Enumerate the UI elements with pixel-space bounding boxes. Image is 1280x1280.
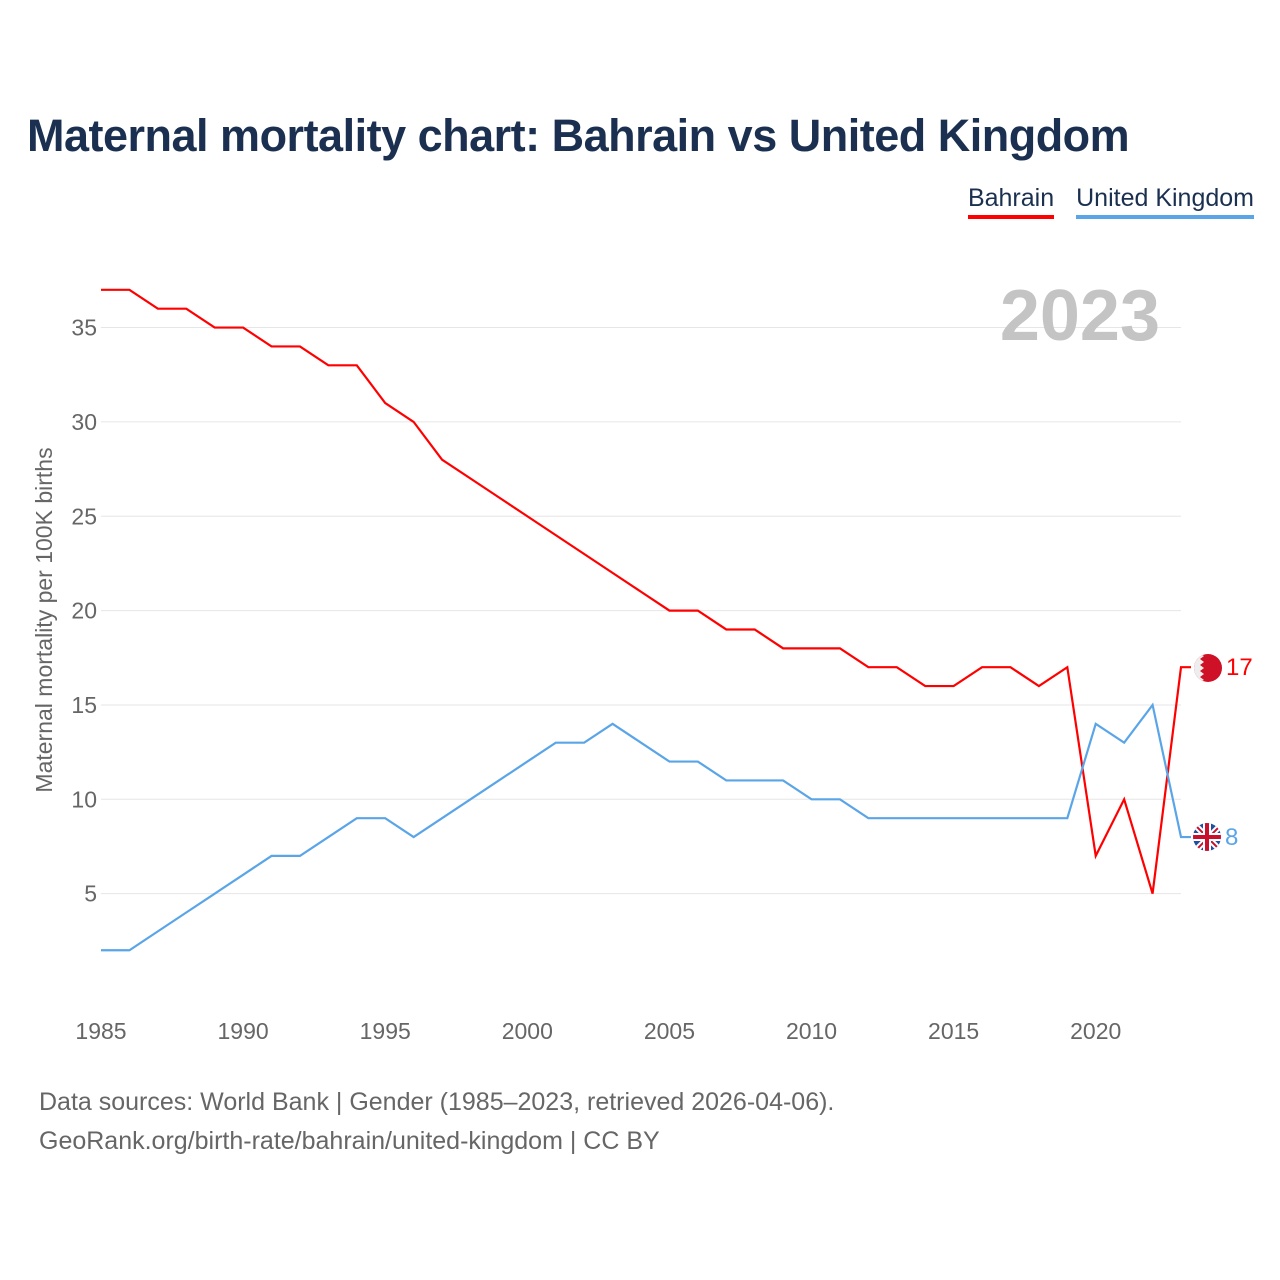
y-tick-label: 5 bbox=[84, 881, 97, 907]
y-tick-label: 25 bbox=[71, 503, 97, 529]
footer-sources: Data sources: World Bank | Gender (1985–… bbox=[39, 1088, 835, 1116]
y-axis-label: Maternal mortality per 100K births bbox=[31, 447, 57, 792]
x-tick-label: 2015 bbox=[928, 1018, 979, 1044]
y-tick-label: 35 bbox=[71, 315, 97, 341]
legend-item-united-kingdom[interactable]: United Kingdom bbox=[1076, 184, 1254, 219]
chart-title: Maternal mortality chart: Bahrain vs Uni… bbox=[27, 110, 1130, 161]
footer-link[interactable]: GeoRank.org/birth-rate/bahrain/united-ki… bbox=[39, 1127, 660, 1155]
series-line-bahrain[interactable] bbox=[101, 288, 1191, 894]
x-tick-label: 2010 bbox=[786, 1018, 837, 1044]
x-tick-label: 2020 bbox=[1070, 1018, 1121, 1044]
x-tick-label: 2005 bbox=[644, 1018, 695, 1044]
series-line-united-kingdom[interactable] bbox=[101, 702, 1191, 952]
bahrain-flag-icon bbox=[1194, 654, 1222, 682]
y-tick-label: 20 bbox=[71, 598, 97, 624]
x-tick-label: 1990 bbox=[218, 1018, 269, 1044]
legend: Bahrain United Kingdom bbox=[967, 184, 1254, 219]
end-value-label: 8 bbox=[1225, 824, 1238, 851]
y-tick-label: 15 bbox=[71, 692, 97, 718]
united-kingdom-flag-icon bbox=[1193, 823, 1221, 851]
y-tick-label: 30 bbox=[71, 409, 97, 435]
end-value-label: 17 bbox=[1226, 654, 1253, 681]
x-tick-label: 1995 bbox=[360, 1018, 411, 1044]
year-watermark: 2023 bbox=[1000, 276, 1160, 356]
x-tick-label: 1985 bbox=[75, 1018, 126, 1044]
x-tick-label: 2000 bbox=[502, 1018, 553, 1044]
legend-item-bahrain[interactable]: Bahrain bbox=[967, 184, 1055, 219]
y-tick-label: 10 bbox=[71, 786, 97, 812]
